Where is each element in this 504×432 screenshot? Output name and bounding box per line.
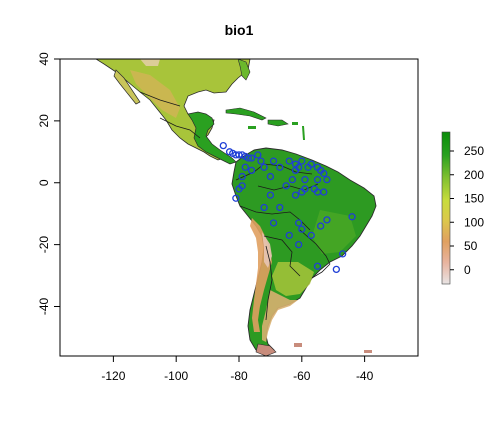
occurrence-point	[244, 154, 253, 162]
occurrence-point	[332, 265, 341, 274]
occurrence-point	[295, 219, 303, 227]
occurrence-point	[295, 240, 303, 249]
occurrence-point	[260, 203, 268, 212]
occurrence-point	[348, 213, 356, 221]
occurrence-point	[313, 176, 322, 184]
occurrence-point	[316, 222, 325, 230]
occurrence-point	[257, 157, 265, 165]
puerto-rico	[292, 122, 298, 125]
jamaica	[248, 126, 256, 129]
occurrence-point	[288, 176, 297, 184]
occurrence-point	[247, 166, 256, 175]
legend-tick-label: 100	[464, 215, 484, 229]
occurrence-point	[247, 154, 256, 162]
brazil-highlands	[312, 210, 356, 254]
x-tick-label: -60	[293, 369, 311, 383]
north-highland-tint	[140, 59, 160, 66]
legend-tick-label: 250	[464, 144, 484, 158]
occurrence-point	[301, 185, 309, 193]
occurrence-point	[298, 225, 306, 233]
y-axis: -40 -20 0 20 40	[37, 52, 60, 315]
occurrence-point	[291, 166, 300, 175]
occurrence-point	[338, 250, 347, 258]
falklands	[294, 343, 302, 347]
y-tick-label: -40	[37, 298, 51, 316]
occurrence-point	[301, 176, 309, 184]
occurrence-points	[219, 141, 356, 274]
legend-tick-label: 50	[464, 239, 478, 253]
y-tick-label: -20	[37, 236, 51, 254]
occurrence-point	[291, 191, 300, 199]
y-tick-label: 0	[37, 179, 51, 186]
mexico-highlands	[130, 70, 180, 118]
y-tick-label: 20	[37, 114, 51, 128]
occurrence-point	[313, 262, 322, 270]
x-tick-label: -100	[164, 369, 188, 383]
occurrence-point	[232, 194, 240, 202]
legend-tick-label: 200	[464, 168, 484, 182]
occurrence-point	[298, 157, 306, 165]
occurrence-point	[276, 163, 284, 171]
x-tick-label: -120	[101, 369, 125, 383]
occurrence-point	[323, 176, 331, 184]
legend-tick-label: 150	[464, 192, 484, 206]
occurrence-point	[307, 160, 315, 168]
occurrence-point	[285, 157, 293, 165]
occurrence-point	[269, 219, 278, 227]
x-tick-label: -40	[356, 369, 374, 383]
y-tick-label: 40	[37, 52, 51, 66]
x-axis: -120 -100 -80 -60 -40	[101, 356, 374, 383]
florida-tip	[237, 59, 251, 81]
x-tick-label: -80	[230, 369, 248, 383]
occurrence-point	[307, 231, 315, 239]
tierra-del-fuego	[255, 343, 277, 356]
occurrence-point	[235, 185, 243, 193]
lesser-antilles	[302, 126, 305, 140]
cuba	[225, 107, 267, 121]
raster-map	[95, 59, 377, 356]
occurrence-point	[241, 163, 249, 171]
occurrence-point	[260, 163, 268, 171]
occurrence-point	[285, 231, 293, 239]
baja-california	[113, 69, 141, 105]
legend-tick-label: 0	[464, 263, 471, 277]
legend-colorbar	[441, 131, 451, 285]
occurrence-point	[219, 141, 227, 150]
hispaniola	[267, 119, 289, 127]
legend-ticks: 0 50 100 150 200 250	[450, 144, 484, 277]
occurrence-point	[238, 172, 246, 181]
occurrence-point	[282, 182, 290, 190]
occurrence-point	[276, 203, 284, 212]
chart-title: bio1	[225, 22, 254, 38]
occurrence-point	[320, 188, 328, 196]
occurrence-point	[269, 157, 278, 165]
occurrence-point	[266, 172, 275, 181]
south-georgia	[364, 350, 372, 353]
legend: 0 50 100 150 200 250	[441, 131, 484, 285]
pampas	[272, 262, 314, 296]
occurrence-point	[254, 151, 262, 159]
occurrence-point	[320, 169, 328, 178]
occurrence-point	[323, 216, 331, 224]
patagonia	[262, 290, 298, 342]
central-america	[187, 111, 237, 165]
occurrence-point	[266, 191, 275, 199]
